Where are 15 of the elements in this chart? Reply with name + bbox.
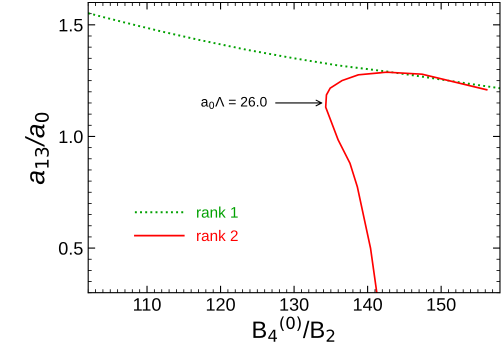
line-series — [324, 71, 488, 293]
line-series — [88, 12, 500, 90]
x-tick-label: 140 — [354, 298, 382, 311]
y-axis-title: a$_{13}$/a$_{0}$ — [25, 112, 49, 184]
annotation: a$_{0}$Λ = 26.0 — [201, 96, 267, 109]
y-tick-label: 1.0 — [60, 130, 83, 144]
x-tick-label: 120 — [206, 298, 235, 311]
x-tick-label: 150 — [427, 298, 456, 311]
legend-label: rank 2 — [197, 230, 238, 242]
x-axis-title: B$_{4}$$^{(0)}$/B$_{2}$ — [253, 316, 334, 342]
x-tick-label: 130 — [280, 298, 308, 311]
x-tick-label: 110 — [134, 298, 161, 311]
y-tick-label: 1.5 — [60, 18, 83, 32]
legend-label: rank 1 — [197, 206, 238, 218]
y-tick-label: 0.5 — [58, 242, 83, 255]
